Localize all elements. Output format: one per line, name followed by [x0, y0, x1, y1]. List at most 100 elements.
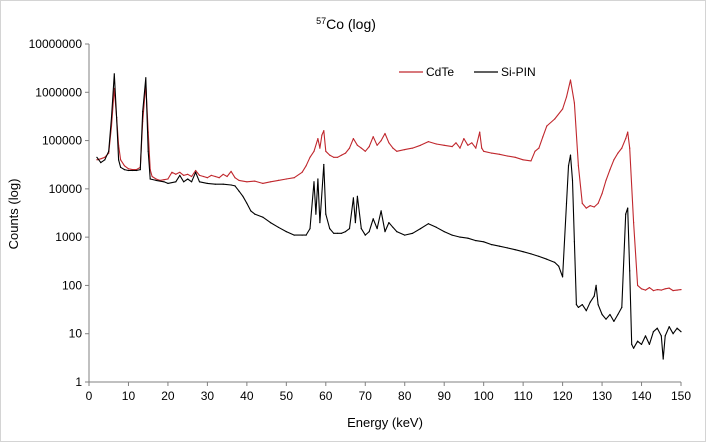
data-point-cdte: [285, 178, 287, 180]
data-point-si-pin: [337, 232, 339, 234]
data-point-cdte: [151, 175, 153, 178]
data-point-cdte: [214, 175, 216, 178]
data-point-si-pin: [175, 181, 177, 183]
data-point-si-pin: [605, 318, 607, 320]
data-point-cdte: [656, 289, 658, 291]
data-point-si-pin: [145, 77, 147, 79]
data-point-si-pin: [356, 195, 358, 197]
data-point-cdte: [483, 150, 485, 152]
data-point-si-pin: [376, 228, 378, 230]
data-point-cdte: [183, 174, 185, 176]
y-tick-label: 1: [75, 375, 82, 389]
data-point-si-pin: [301, 234, 303, 236]
data-point-si-pin: [352, 197, 354, 199]
data-point-cdte: [325, 150, 327, 152]
data-point-si-pin: [348, 228, 351, 230]
data-point-si-pin: [135, 169, 137, 172]
data-point-si-pin: [123, 169, 126, 171]
data-point-si-pin: [214, 183, 216, 185]
data-point-cdte: [123, 165, 126, 167]
data-point-si-pin: [368, 231, 370, 233]
data-point-si-pin: [601, 313, 603, 316]
data-point-si-pin: [238, 190, 240, 192]
data-point-si-pin: [187, 178, 189, 180]
data-point-cdte: [323, 130, 325, 132]
data-point-cdte: [127, 168, 130, 170]
data-point-si-pin: [110, 116, 113, 119]
data-point-si-pin: [100, 162, 102, 164]
data-point-cdte: [621, 147, 623, 149]
data-point-cdte: [226, 175, 228, 178]
data-point-cdte: [175, 173, 177, 175]
data-point-cdte: [435, 143, 437, 145]
data-point-si-pin: [672, 333, 674, 335]
data-point-cdte: [479, 131, 481, 133]
data-point-cdte: [601, 192, 603, 195]
data-point-cdte: [104, 156, 106, 158]
data-point-si-pin: [593, 295, 595, 297]
data-point-si-pin: [120, 166, 122, 168]
data-point-si-pin: [246, 202, 248, 204]
data-point-cdte: [376, 144, 378, 146]
data-point-si-pin: [388, 222, 390, 224]
data-point-si-pin: [491, 244, 493, 246]
data-point-cdte: [360, 147, 362, 149]
data-point-si-pin: [569, 154, 572, 156]
y-tick-label: 10000: [49, 182, 83, 196]
data-point-cdte: [569, 79, 572, 81]
data-point-cdte: [337, 156, 339, 158]
data-point-cdte: [443, 144, 445, 146]
data-point-si-pin: [234, 185, 236, 187]
data-point-cdte: [380, 140, 382, 142]
data-point-cdte: [269, 181, 272, 183]
y-tick-label: 1000000: [35, 85, 82, 99]
data-point-si-pin: [467, 237, 469, 239]
data-point-si-pin: [640, 343, 643, 345]
data-point-si-pin: [419, 228, 422, 230]
data-point-cdte: [554, 118, 556, 120]
data-point-cdte: [356, 144, 358, 146]
data-point-si-pin: [313, 181, 315, 183]
data-point-cdte: [676, 289, 678, 291]
data-point-cdte: [613, 159, 615, 161]
series-si-pin: [96, 73, 682, 360]
data-point-si-pin: [364, 234, 366, 236]
data-point-cdte: [672, 290, 674, 292]
data-point-si-pin: [451, 234, 453, 236]
data-point-si-pin: [668, 326, 670, 328]
data-point-cdte: [546, 125, 548, 127]
data-point-cdte: [293, 177, 295, 179]
data-point-cdte: [372, 136, 374, 138]
data-point-si-pin: [581, 304, 583, 306]
series-line-si-pin: [96, 73, 682, 360]
data-point-si-pin: [565, 202, 568, 204]
data-point-cdte: [627, 131, 629, 133]
data-point-si-pin: [372, 218, 374, 220]
data-point-cdte: [179, 171, 181, 173]
series-line-cdte: [96, 79, 682, 292]
data-point-si-pin: [104, 159, 106, 161]
data-point-cdte: [384, 132, 386, 135]
data-point-si-pin: [195, 171, 197, 173]
data-point-cdte: [637, 284, 639, 286]
data-point-si-pin: [163, 181, 165, 183]
data-point-si-pin: [222, 183, 224, 185]
data-point-si-pin: [629, 270, 631, 272]
data-point-si-pin: [179, 174, 181, 176]
data-point-cdte: [404, 149, 406, 151]
data-point-cdte: [210, 174, 212, 176]
chart-title-superscript: 57: [316, 16, 326, 26]
data-point-si-pin: [116, 116, 118, 119]
x-tick-label: 80: [398, 389, 412, 403]
data-point-si-pin: [660, 335, 662, 337]
data-point-si-pin: [648, 343, 651, 345]
data-point-cdte: [333, 156, 335, 158]
data-point-si-pin: [609, 313, 611, 316]
data-point-cdte: [234, 177, 236, 179]
data-point-cdte: [230, 170, 232, 172]
data-point-cdte: [459, 147, 461, 149]
data-point-cdte: [313, 150, 315, 152]
data-point-si-pin: [585, 310, 587, 312]
